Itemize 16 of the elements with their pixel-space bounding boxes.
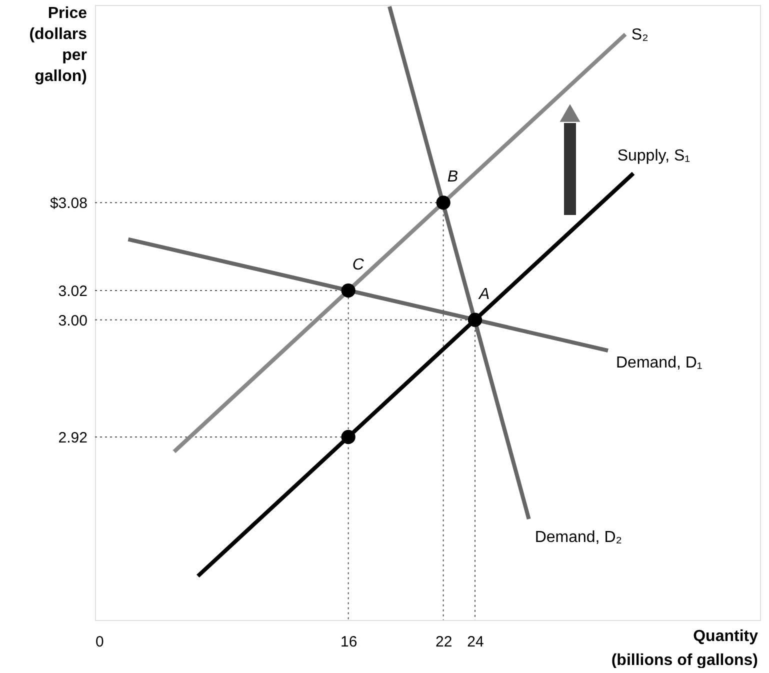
series-label: Demand, D₂: [534, 528, 622, 546]
annotation: A: [478, 286, 490, 303]
y-tick-label: 2.92: [58, 429, 88, 446]
x-tick-label: 24: [467, 634, 484, 650]
annotation: C: [352, 256, 364, 274]
y-tick-label: 3.02: [58, 283, 88, 300]
x-tick-label: 22: [435, 634, 452, 650]
y-axis-title: Price (dollars per gallon): [29, 5, 88, 85]
series-label: Supply, S₁: [617, 147, 690, 164]
annotation: B: [447, 168, 458, 186]
x-tick-label: 16: [340, 634, 358, 650]
x-tick-label: 0: [96, 634, 104, 650]
series-label: Demand, D₁: [616, 354, 702, 372]
y-tick-label: 3.00: [58, 312, 88, 330]
series-label: S₂: [631, 26, 648, 44]
y-tick-label: $3.08: [50, 195, 88, 212]
